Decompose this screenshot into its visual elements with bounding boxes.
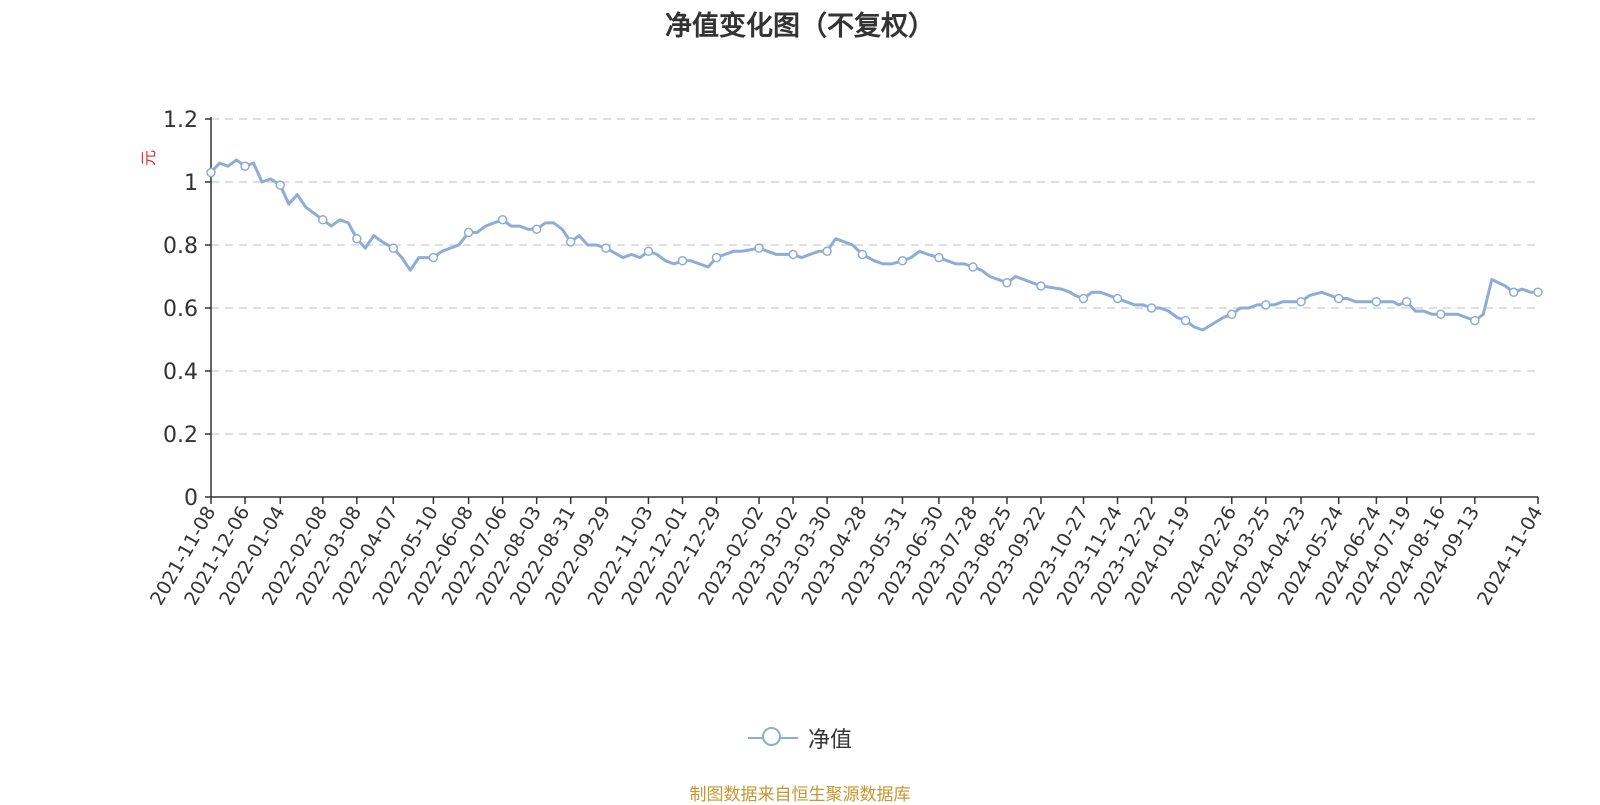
data-point (1002, 278, 1012, 288)
data-point (934, 252, 944, 263)
data-point (388, 243, 399, 253)
data-point (1436, 309, 1446, 320)
series-markers (206, 161, 1543, 326)
data-point (754, 243, 764, 253)
data-point (1036, 281, 1046, 291)
source-note: 制图数据来自恒生聚源数据库 (689, 785, 911, 805)
data-point (1180, 315, 1191, 326)
data-point (1227, 309, 1237, 320)
y-tick-label: 0 (184, 486, 198, 511)
chart-title: 净值变化图（不复权） (665, 11, 935, 42)
data-point (1470, 315, 1480, 326)
y-tick-label: 1 (184, 171, 198, 196)
data-point (1402, 296, 1412, 307)
data-point (318, 215, 328, 225)
series-line-net-value (209, 158, 1540, 332)
data-point (463, 227, 474, 238)
data-point (788, 249, 798, 260)
y-tick-label: 0.6 (163, 297, 198, 322)
legend-label: 净值 (807, 728, 852, 753)
data-point (352, 233, 362, 244)
data-point (1508, 287, 1519, 297)
data-point (1112, 293, 1123, 304)
data-point (643, 246, 654, 257)
data-point (1533, 287, 1543, 297)
data-point (1371, 296, 1382, 307)
data-point (428, 252, 439, 263)
data-point (206, 167, 216, 178)
y-tick-label: 0.4 (163, 360, 198, 385)
data-point (1296, 296, 1306, 307)
y-tick-label: 1.2 (163, 108, 198, 133)
data-point (857, 249, 868, 260)
legend-line-circle-icon (747, 726, 798, 750)
y-tick-label: 0.2 (163, 423, 198, 448)
data-point (240, 161, 250, 171)
data-point (1333, 293, 1344, 304)
data-point (275, 180, 286, 190)
data-point (497, 215, 508, 225)
data-point (1146, 303, 1157, 313)
data-point (897, 256, 908, 266)
legend-item-net-value[interactable]: 净值 (747, 722, 852, 754)
data-point (531, 224, 542, 234)
data-point (1261, 300, 1271, 310)
legend[interactable]: 净值 (0, 722, 1600, 756)
x-tick-label: 2024-11-04 (1473, 503, 1547, 610)
grid-lines (211, 118, 1538, 435)
data-point (1078, 293, 1089, 304)
x-tick-labels: 2021-11-082021-12-062022-01-042022-02-08… (146, 503, 1547, 610)
data-point (601, 243, 611, 253)
data-point (822, 246, 832, 257)
data-point (968, 262, 978, 272)
y-tick-label: 0.8 (163, 234, 198, 259)
data-point (677, 256, 688, 266)
series-net-value (209, 158, 1540, 332)
y-tick-labels: 0 0.2 0.4 0.6 0.8 1 1.2 (163, 108, 198, 511)
axes (205, 117, 1539, 504)
data-point (565, 237, 576, 247)
data-point (711, 252, 722, 263)
y-axis-unit-label: 元 (139, 150, 158, 166)
